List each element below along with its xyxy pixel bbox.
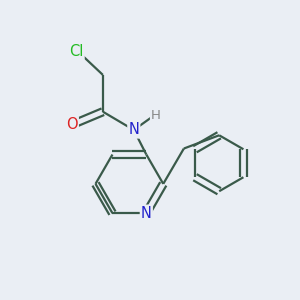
Text: N: N bbox=[128, 122, 139, 137]
Text: H: H bbox=[151, 109, 161, 122]
Text: N: N bbox=[141, 206, 152, 221]
Text: O: O bbox=[66, 117, 78, 132]
Text: Cl: Cl bbox=[69, 44, 84, 59]
